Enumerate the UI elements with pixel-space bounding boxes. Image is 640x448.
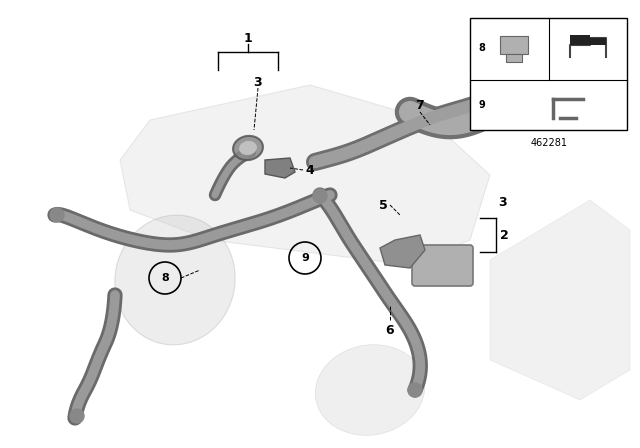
Text: 9: 9 bbox=[479, 100, 485, 110]
Text: 1: 1 bbox=[244, 31, 252, 44]
Ellipse shape bbox=[115, 215, 235, 345]
Text: 4: 4 bbox=[305, 164, 314, 177]
Circle shape bbox=[70, 409, 84, 423]
Text: 2: 2 bbox=[500, 228, 509, 241]
Polygon shape bbox=[265, 158, 295, 178]
Ellipse shape bbox=[316, 345, 425, 435]
Ellipse shape bbox=[239, 141, 257, 155]
Circle shape bbox=[313, 189, 327, 203]
Polygon shape bbox=[380, 235, 425, 268]
Bar bbox=[470, 18, 627, 130]
Text: 8: 8 bbox=[161, 273, 169, 283]
Circle shape bbox=[603, 24, 621, 42]
Text: 7: 7 bbox=[415, 99, 424, 112]
Polygon shape bbox=[490, 200, 630, 400]
Bar bbox=[500, 36, 528, 54]
Text: 462281: 462281 bbox=[531, 138, 567, 148]
Text: 3: 3 bbox=[498, 195, 507, 208]
Bar bbox=[506, 54, 522, 62]
Text: 6: 6 bbox=[386, 323, 394, 336]
Circle shape bbox=[408, 383, 422, 397]
Ellipse shape bbox=[233, 136, 263, 160]
Circle shape bbox=[50, 208, 64, 222]
Text: 5: 5 bbox=[380, 198, 388, 211]
Text: 3: 3 bbox=[253, 76, 262, 89]
Polygon shape bbox=[120, 85, 490, 265]
Text: 8: 8 bbox=[479, 43, 485, 53]
Text: 9: 9 bbox=[301, 253, 309, 263]
FancyBboxPatch shape bbox=[412, 245, 473, 286]
Polygon shape bbox=[570, 34, 606, 44]
